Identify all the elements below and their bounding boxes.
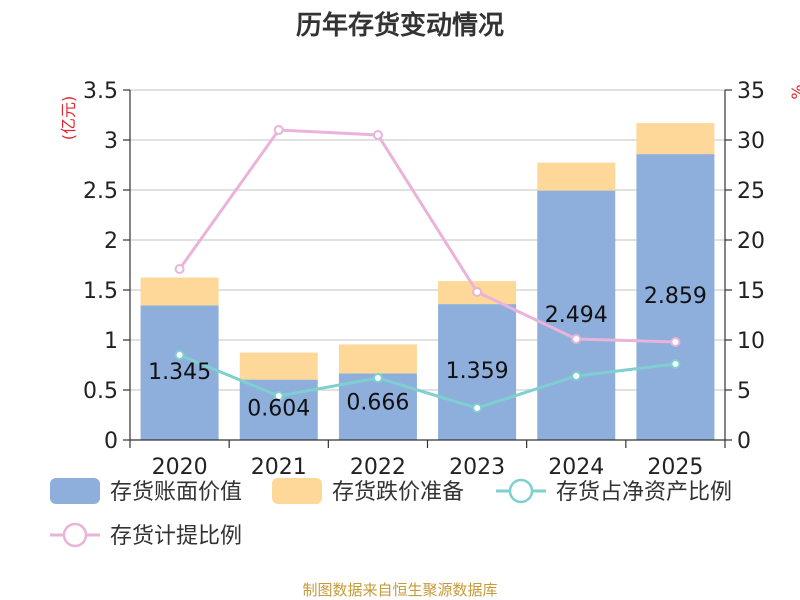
x-tick-label: 2025 bbox=[647, 455, 703, 480]
left-tick-label: 2 bbox=[104, 229, 118, 254]
x-tick-label: 2020 bbox=[152, 455, 208, 480]
point-provision-ratio bbox=[372, 130, 383, 140]
point-inventory-to-net-assets bbox=[174, 350, 185, 360]
right-tick-label: 5 bbox=[737, 379, 751, 404]
point-provision-ratio bbox=[571, 334, 582, 344]
data-label: 2.859 bbox=[644, 284, 707, 309]
source-note: 制图数据来自恒生聚源数据库 bbox=[302, 581, 497, 599]
right-tick-label: 30 bbox=[737, 129, 765, 154]
bar-impairment-reserve bbox=[140, 277, 219, 306]
legend-label: 存货计提比例 bbox=[110, 524, 242, 549]
legend-label: 存货占净资产比例 bbox=[556, 480, 732, 505]
gridlines bbox=[130, 89, 725, 391]
point-provision-ratio bbox=[670, 337, 681, 347]
bar-book-value bbox=[239, 379, 318, 440]
line-inventory-to-net-assets bbox=[179, 353, 676, 410]
left-tick-label: 0.5 bbox=[83, 379, 118, 404]
right-tick-label: 10 bbox=[737, 329, 765, 354]
data-label: 0.666 bbox=[346, 390, 409, 415]
data-label: 2.494 bbox=[545, 303, 608, 328]
point-provision-ratio bbox=[273, 125, 284, 135]
right-axis-unit: % bbox=[788, 84, 800, 99]
data-label: 1.345 bbox=[148, 360, 211, 385]
legend-marker bbox=[508, 478, 534, 504]
bar-book-value bbox=[140, 305, 219, 440]
bar-impairment-reserve bbox=[338, 344, 417, 374]
point-provision-ratio bbox=[472, 287, 483, 297]
bar-impairment-reserve bbox=[239, 352, 318, 380]
point-inventory-to-net-assets bbox=[273, 391, 284, 401]
right-tick-label: 25 bbox=[737, 179, 765, 204]
left-tick-label: 0 bbox=[104, 429, 118, 454]
data-label: 1.359 bbox=[446, 359, 509, 384]
left-axis-unit: (亿元) bbox=[59, 96, 78, 141]
right-tick-label: 35 bbox=[737, 79, 765, 104]
lines bbox=[174, 125, 681, 413]
legend-marker bbox=[62, 522, 88, 548]
data-labels: 1.345 0.604 0.666 1.359 2.494 2.859 bbox=[148, 284, 707, 422]
x-tick-label: 2022 bbox=[350, 455, 406, 480]
right-tick-label: 15 bbox=[737, 279, 765, 304]
x-tick-label: 2021 bbox=[251, 455, 307, 480]
bar-impairment-reserve bbox=[636, 123, 715, 155]
point-inventory-to-net-assets bbox=[670, 359, 681, 369]
legend-label: 存货跌价准备 bbox=[332, 480, 464, 505]
left-tick-label: 3.5 bbox=[83, 79, 118, 104]
left-tick-label: 3 bbox=[104, 129, 118, 154]
point-inventory-to-net-assets bbox=[372, 373, 383, 383]
x-tick-label: 2023 bbox=[449, 455, 505, 480]
bar-book-value bbox=[438, 304, 517, 440]
bar-impairment-reserve bbox=[537, 162, 616, 191]
bar-book-value bbox=[636, 154, 715, 440]
left-tick-label: 2.5 bbox=[83, 179, 118, 204]
legend-label: 存货账面价值 bbox=[110, 480, 242, 505]
x-tick-label: 2024 bbox=[548, 455, 604, 480]
legend-swatch bbox=[50, 478, 100, 504]
data-label: 0.604 bbox=[247, 397, 310, 422]
point-inventory-to-net-assets bbox=[472, 403, 483, 413]
legend-swatch bbox=[272, 478, 322, 504]
right-tick-label: 20 bbox=[737, 229, 765, 254]
line-provision-ratio bbox=[178, 128, 676, 344]
left-tick-label: 1 bbox=[104, 329, 118, 354]
point-inventory-to-net-assets bbox=[571, 371, 582, 381]
chart-title: 历年存货变动情况 bbox=[296, 10, 504, 41]
right-tick-label: 0 bbox=[737, 429, 751, 454]
bars bbox=[140, 123, 715, 440]
left-tick-label: 1.5 bbox=[83, 279, 118, 304]
bar-book-value bbox=[537, 190, 616, 440]
point-provision-ratio bbox=[174, 264, 185, 274]
